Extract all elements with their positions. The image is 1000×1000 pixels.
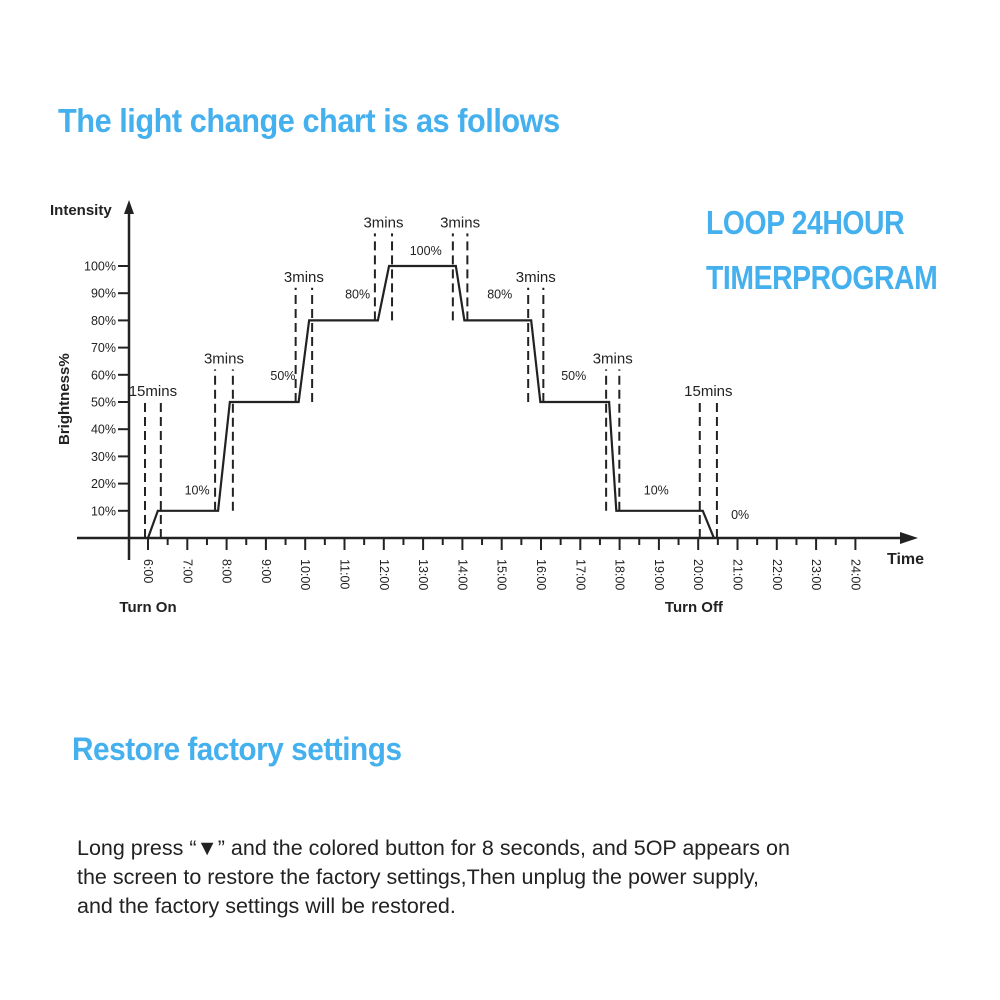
- x-tick-label: 18:00: [613, 559, 627, 590]
- y-tick-label: 70%: [91, 341, 116, 355]
- level-label: 10%: [644, 483, 669, 497]
- transition-duration-label: 3mins: [363, 214, 403, 231]
- chart-heading: The light change chart is as follows: [58, 102, 560, 139]
- y-tick-label: 100%: [84, 260, 116, 274]
- transition-duration-label: 3mins: [593, 350, 633, 367]
- restore-instructions: Long press “▼” and the colored button fo…: [77, 834, 790, 921]
- y-tick-label: 80%: [91, 314, 116, 328]
- x-axis-arrow: [900, 532, 918, 544]
- brightness-line: [146, 264, 715, 539]
- turn-on-label: Turn On: [119, 599, 176, 616]
- x-tick-label: 12:00: [377, 559, 391, 590]
- x-tick-label: 16:00: [534, 559, 548, 590]
- x-tick-label: 24:00: [848, 559, 862, 590]
- instruction-line-3: and the factory settings will be restore…: [77, 894, 456, 918]
- y-tick-label: 10%: [91, 504, 116, 518]
- level-label: 100%: [410, 244, 442, 258]
- timer-program-label: TIMERPROGRAM: [706, 259, 938, 296]
- transition-duration-label: 3mins: [516, 269, 556, 286]
- x-tick-label: 7:00: [180, 559, 194, 583]
- y-tick-label: 60%: [91, 368, 116, 382]
- loop-24hour-label: LOOP 24HOUR: [706, 204, 905, 241]
- turn-off-label: Turn Off: [665, 599, 724, 616]
- transition-duration-label: 3mins: [204, 350, 244, 367]
- x-tick-label: 15:00: [495, 559, 509, 590]
- level-label: 80%: [345, 288, 370, 302]
- y-tick-label: 30%: [91, 450, 116, 464]
- instruction-line-1: Long press “▼” and the colored button fo…: [77, 836, 790, 860]
- y-tick-label: 20%: [91, 477, 116, 491]
- instruction-line-2: the screen to restore the factory settin…: [77, 865, 760, 889]
- x-tick-label: 22:00: [770, 559, 784, 590]
- x-tick-label: 21:00: [731, 559, 745, 590]
- x-tick-label: 6:00: [141, 559, 155, 583]
- y-tick-label: 50%: [91, 396, 116, 410]
- x-tick-label: 13:00: [416, 559, 430, 590]
- x-tick-label: 8:00: [220, 559, 234, 583]
- transition-duration-label: 15mins: [129, 383, 177, 400]
- level-label: 10%: [185, 483, 210, 497]
- y-axis-label: Brightness%: [56, 353, 73, 445]
- x-tick-label: 14:00: [455, 559, 469, 590]
- x-tick-label: 10:00: [298, 559, 312, 590]
- x-tick-label: 20:00: [691, 559, 705, 590]
- x-tick-label: 19:00: [652, 559, 666, 590]
- x-tick-label: 9:00: [259, 559, 273, 583]
- x-tick-label: 11:00: [338, 559, 352, 589]
- transition-duration-label: 3mins: [284, 269, 324, 286]
- level-label: 50%: [270, 369, 295, 383]
- y-axis-top-label: Intensity: [50, 202, 112, 219]
- x-tick-label: 23:00: [809, 559, 823, 590]
- y-tick-label: 40%: [91, 423, 116, 437]
- y-tick-label: 90%: [91, 287, 116, 301]
- x-tick-label: 17:00: [573, 559, 587, 590]
- transition-duration-label: 3mins: [440, 214, 480, 231]
- transition-duration-label: 15mins: [684, 383, 732, 400]
- restore-heading: Restore factory settings: [72, 731, 402, 767]
- level-label: 0%: [731, 508, 749, 522]
- level-label: 80%: [487, 288, 512, 302]
- level-label: 50%: [561, 369, 586, 383]
- x-axis-label: Time: [887, 551, 924, 568]
- y-axis-arrow: [124, 200, 134, 214]
